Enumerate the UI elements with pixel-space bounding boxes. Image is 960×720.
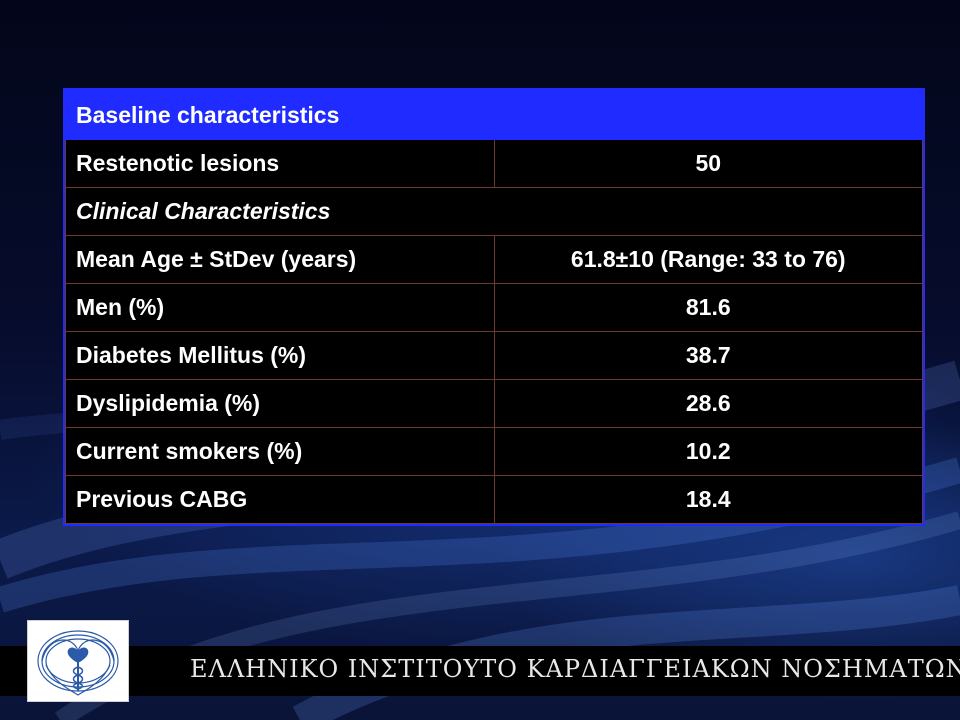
row-label: Diabetes Mellitus (%) [65, 331, 495, 380]
table-row: Mean Age ± StDev (years) 61.8±10 (Range: … [65, 235, 923, 284]
table-row: Restenotic lesions 50 [65, 139, 923, 188]
row-value: 81.6 [493, 283, 923, 332]
heart-caduceus-logo [27, 620, 129, 702]
row-value: 50 [493, 139, 923, 188]
table-header-row: Baseline characteristics [65, 90, 923, 140]
row-label: Dyslipidemia (%) [65, 379, 495, 428]
baseline-table: Baseline characteristics Restenotic lesi… [63, 88, 925, 526]
row-value: 28.6 [493, 379, 923, 428]
institute-name: ΕΛΛΗΝΙΚΟ ΙΝΣΤΙΤΟΥΤΟ ΚΑΡΔΙΑΓΓΕΙΑΚΩΝ ΝΟΣΗΜ… [190, 655, 960, 683]
table-section-row: Clinical Characteristics [65, 187, 923, 236]
table-row: Current smokers (%) 10.2 [65, 427, 923, 476]
table-row: Dyslipidemia (%) 28.6 [65, 379, 923, 428]
row-value: 38.7 [493, 331, 923, 380]
section-label: Clinical Characteristics [65, 187, 923, 236]
row-label: Men (%) [65, 283, 495, 332]
table-row: Men (%) 81.6 [65, 283, 923, 332]
table-header-cell: Baseline characteristics [65, 90, 923, 140]
row-label: Current smokers (%) [65, 427, 495, 476]
row-value: 61.8±10 (Range: 33 to 76) [493, 235, 923, 284]
table-row: Previous CABG 18.4 [65, 475, 923, 524]
footer-bar [0, 646, 960, 696]
row-label: Previous CABG [65, 475, 495, 524]
logo-icon [37, 630, 119, 696]
table-row: Diabetes Mellitus (%) 38.7 [65, 331, 923, 380]
row-label: Mean Age ± StDev (years) [65, 235, 495, 284]
row-value: 18.4 [493, 475, 923, 524]
row-value: 10.2 [493, 427, 923, 476]
row-label: Restenotic lesions [65, 139, 495, 188]
